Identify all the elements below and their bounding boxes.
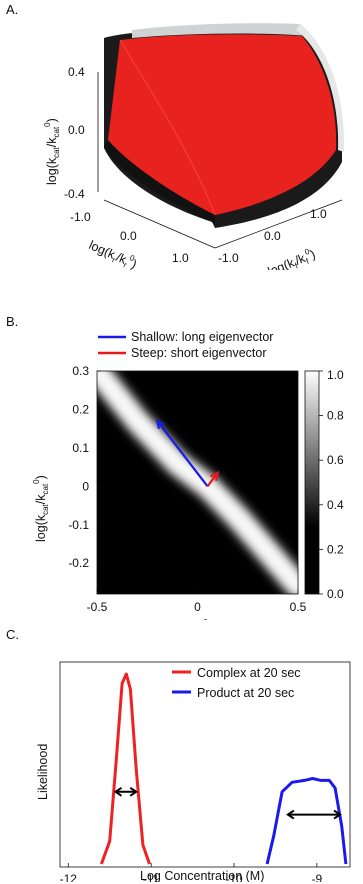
concentration-x-tick: -12	[60, 872, 78, 882]
colorbar-tick: 0.0	[327, 587, 344, 601]
legend-label-shallow: Shallow: long eigenvector	[131, 330, 273, 344]
heatmap-x-axis-label: log(kf/kf0)	[162, 618, 212, 620]
likelihood-y-label: Likelihood	[36, 744, 50, 800]
legend-label-complex: Complex at 20 sec	[197, 666, 301, 680]
short-eigenvector-arrowhead	[209, 470, 220, 481]
panel-a-label: A.	[6, 2, 19, 17]
y-axis-label: log(kf/kf0)	[265, 245, 318, 270]
heatmap-x-tick: 0.5	[290, 600, 307, 614]
panel-c-legend: Complex at 20 sec Product at 20 sec	[172, 666, 301, 700]
z-tick-0: 0.4	[68, 65, 85, 79]
concentration-x-label: Log Concentration (M)	[140, 869, 264, 882]
z-axis-label: log(kcat/kcat0)	[43, 118, 61, 185]
x-tick-1: 0.0	[120, 229, 137, 243]
concentration-x-tick: -10	[225, 872, 243, 882]
panel-a-3d-surface: 0.4 0.0 -0.4 -1.0 0.0 1.0 1.0 0.0 -1.0 l…	[43, 23, 345, 270]
heatmap-y-tick: 0.2	[72, 402, 89, 416]
legend-label-steep: Steep: short eigenvector	[131, 346, 267, 360]
x-tick-2: 1.0	[172, 251, 189, 265]
heatmap-x-tick: -0.5	[87, 600, 108, 614]
y-tick-1: 0.0	[264, 229, 281, 243]
colorbar-tick: 0.8	[327, 409, 344, 423]
colorbar-tick: 0.6	[327, 453, 344, 467]
concentration-x-tick: -11	[143, 872, 160, 882]
complex-likelihood-curve	[99, 672, 151, 865]
heatmap-y-tick: 0	[82, 479, 89, 493]
panel-b-heatmap-figure: Shallow: long eigenvector Steep: short e…	[32, 330, 344, 620]
colorbar	[304, 370, 320, 595]
short-eigenvector-arrow	[206, 472, 219, 488]
panel-b-label: B.	[6, 314, 19, 329]
long-eigenvector-arrowhead	[155, 418, 165, 430]
heatmap-y-tick: 0.3	[72, 364, 89, 378]
panel-c-label: C.	[6, 627, 19, 642]
concentration-x-tick: -9	[312, 872, 323, 882]
legend-label-product: Product at 20 sec	[197, 686, 294, 700]
y-tick-2: -1.0	[218, 251, 239, 265]
long-eigenvector-arrow	[156, 420, 209, 488]
plot-frame-c	[59, 661, 351, 868]
z-tick-1: 0.0	[68, 123, 85, 137]
heatmap-y-tick: 0.1	[72, 441, 89, 455]
panel-b-legend: Shallow: long eigenvector Steep: short e…	[98, 330, 273, 360]
product-likelihood-curve	[265, 777, 348, 865]
x-tick-0: -1.0	[70, 210, 91, 224]
panel-c-likelihood-chart: Complex at 20 sec Product at 20 sec -12 -…	[36, 661, 351, 882]
z-tick-2: -0.4	[64, 187, 85, 201]
colorbar-tick: 0.4	[327, 498, 344, 512]
y-tick-0: 1.0	[310, 207, 327, 221]
colorbar-tick: 1.0	[327, 368, 344, 382]
heatmap-y-tick: -0.1	[68, 518, 89, 532]
colorbar-tick: 0.2	[327, 542, 344, 556]
heatmap-x-tick: 0	[194, 600, 201, 614]
heatmap-y-tick: -0.2	[68, 556, 89, 570]
heatmap-y-axis-label: log(kcat/kcat0)	[32, 475, 50, 542]
red-surface	[108, 34, 337, 215]
